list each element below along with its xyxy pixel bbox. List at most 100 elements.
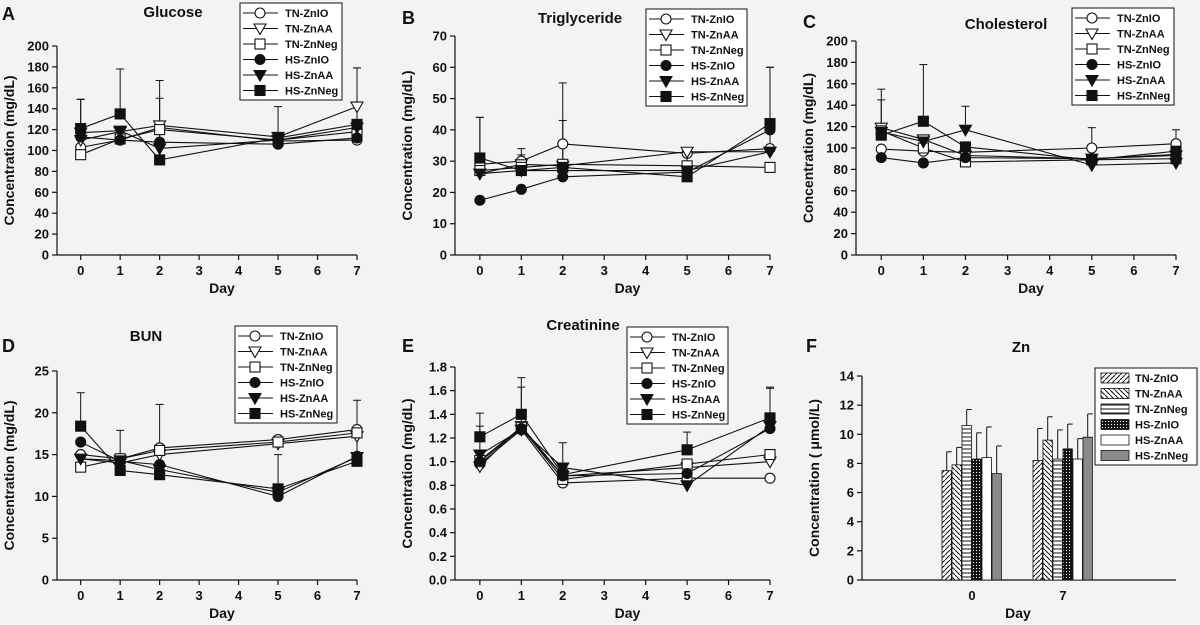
x-tick-label: 4	[642, 263, 650, 278]
data-point	[681, 444, 693, 456]
legend-marker	[249, 376, 261, 389]
bar	[1072, 458, 1083, 581]
data-point	[272, 132, 284, 144]
legend-marker	[254, 84, 266, 97]
data-point	[515, 164, 527, 177]
y-tick-label: 60	[834, 183, 848, 198]
x-tick-label: 3	[195, 263, 202, 278]
legend-label: TN-ZnIO	[280, 331, 324, 343]
data-point	[154, 469, 166, 481]
x-tick-label: 6	[314, 588, 321, 603]
y-tick-label: 1.4	[429, 407, 448, 422]
data-point	[764, 412, 776, 424]
y-tick-label: 8	[847, 456, 854, 471]
legend-label: HS-ZnAA	[691, 76, 739, 88]
legend-label: HS-ZnNeg	[285, 86, 338, 98]
series-tn-znneg	[961, 409, 1063, 581]
legend-label: TN-ZnIO	[1117, 13, 1161, 25]
legend-marker	[1085, 28, 1099, 41]
legend-box	[1094, 367, 1198, 466]
data-point	[472, 168, 487, 181]
x-tick-label: 4	[642, 588, 650, 603]
data-point	[474, 431, 486, 443]
y-tick-label: 20	[433, 185, 447, 200]
data-point	[474, 152, 486, 164]
chart-title: Glucose	[143, 4, 202, 21]
data-point	[154, 154, 166, 166]
data-point	[681, 458, 693, 470]
legend-marker	[249, 407, 261, 420]
x-tick-label: 2	[156, 588, 163, 603]
y-tick-label: 1.8	[429, 360, 447, 375]
legend-label: TN-ZnNeg	[691, 45, 744, 57]
chart-title: Zn	[1012, 339, 1030, 356]
y-tick-label: 120	[826, 119, 848, 134]
series-hs-znneg	[75, 420, 363, 495]
x-tick-label: 3	[601, 263, 608, 278]
legend-box	[1071, 7, 1175, 106]
y-tick-label: 2	[847, 543, 854, 558]
chart-title: Triglyceride	[538, 10, 622, 27]
data-point	[680, 146, 695, 159]
bar	[1052, 458, 1063, 581]
y-axis-label: Concentration (mg/dL)	[1, 75, 17, 225]
y-tick-label: 0	[847, 573, 854, 588]
y-tick-label: 140	[27, 101, 49, 116]
x-tick-label: 5	[274, 588, 281, 603]
y-tick-label: 0.4	[429, 525, 448, 540]
legend-label: TN-ZnAA	[1135, 389, 1183, 401]
chart-title: Creatinine	[546, 317, 619, 334]
y-tick-label: 12	[840, 398, 854, 413]
y-axis-label: Concentration (mg/dL)	[399, 398, 415, 548]
y-tick-label: 0	[440, 248, 447, 263]
legend-marker	[1086, 12, 1098, 24]
x-tick-label: 7	[766, 263, 773, 278]
legend-box	[626, 326, 729, 425]
x-tick-label: 6	[725, 588, 732, 603]
x-tick-label: 5	[1088, 263, 1095, 278]
series-hs-znneg	[875, 115, 1182, 166]
legend-marker	[254, 7, 266, 19]
y-tick-label: 70	[433, 29, 447, 44]
legend-label: HS-ZnAA	[1117, 75, 1165, 87]
legend-box	[234, 325, 338, 424]
x-tick-label: 1	[920, 263, 927, 278]
panel-letter: B	[402, 8, 415, 28]
chart-panel-b: B Triglyceride010203040506070Concentratio…	[399, 8, 777, 296]
x-axis-label: Day	[1018, 280, 1044, 296]
data-point	[154, 124, 166, 136]
data-point	[917, 115, 929, 127]
x-tick-label: 1	[117, 263, 124, 278]
data-point	[763, 146, 777, 159]
y-tick-label: 0.8	[429, 478, 447, 493]
series-hs-znaa	[472, 421, 777, 493]
chart-panel-f: F Zn 0 2 4 6 8 10 12 14 Concentration ( μmol/L) 0 7 D…	[806, 336, 1198, 621]
legend-label: HS-ZnNeg	[280, 409, 333, 421]
data-point	[272, 483, 284, 495]
x-tick-label: 7	[1172, 263, 1179, 278]
y-tick-label: 60	[433, 60, 447, 75]
bar	[1062, 448, 1073, 581]
legend-label: TN-ZnNeg	[672, 363, 725, 375]
series-hs-znio	[971, 423, 1073, 581]
panel-letter: F	[806, 336, 817, 356]
panel-letter: C	[803, 12, 816, 32]
data-point	[114, 108, 126, 120]
x-tick-label: 3	[1004, 263, 1011, 278]
data-point	[152, 143, 167, 156]
series-tn-znaa	[951, 416, 1053, 581]
x-tick-label: 0	[77, 263, 84, 278]
legend-label: TN-ZnIO	[1135, 373, 1179, 385]
legend-marker	[641, 362, 653, 374]
legend-label: TN-ZnAA	[1117, 29, 1165, 41]
chart-panel-d: D BUN 0 5 10 15 20 25 Concentration (mg/dL) 0 1 2 3 4…	[1, 325, 364, 621]
y-tick-label: 40	[35, 206, 49, 221]
legend-label: HS-ZnAA	[672, 394, 720, 406]
y-tick-label: 25	[35, 364, 49, 379]
data-point	[875, 152, 887, 164]
y-tick-label: 6	[847, 485, 854, 500]
legend-marker	[248, 346, 262, 359]
legend-marker	[641, 377, 653, 390]
legend-label: TN-ZnIO	[691, 14, 735, 26]
